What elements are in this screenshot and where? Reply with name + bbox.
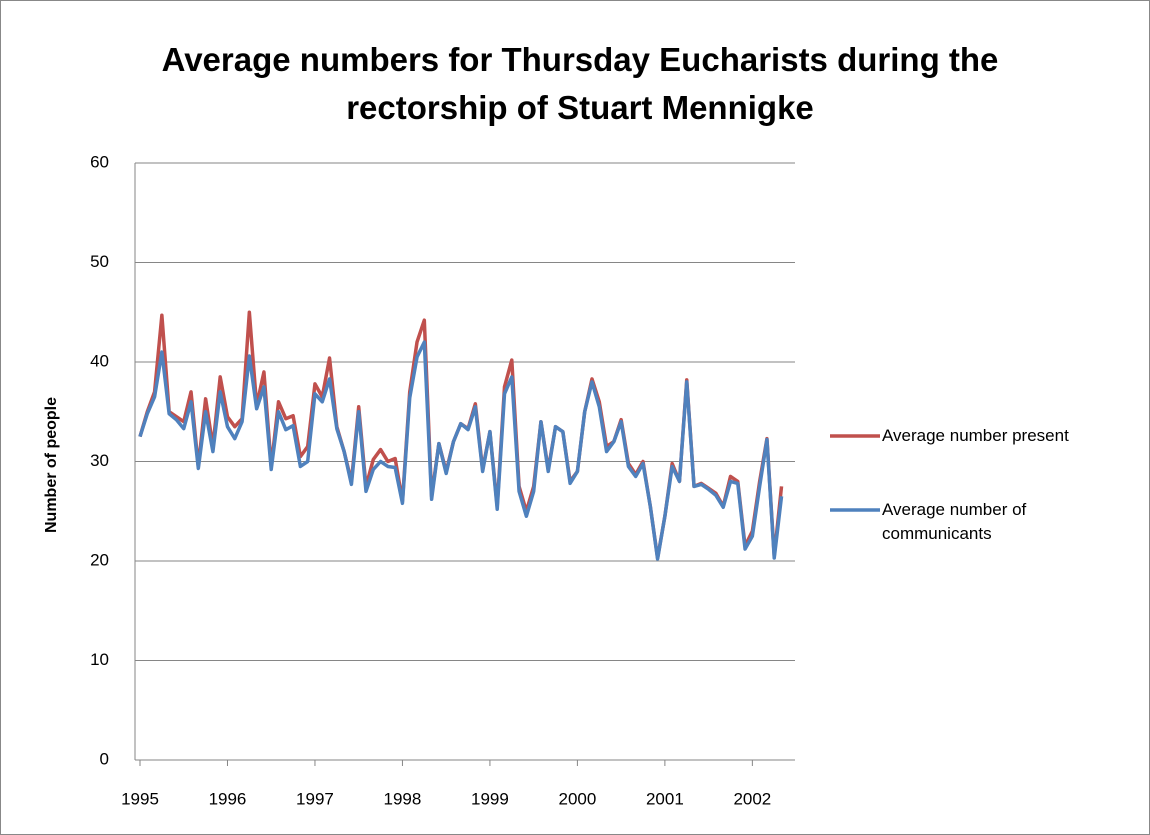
y-tick-label: 40	[90, 351, 109, 370]
x-tick-label: 1998	[384, 789, 422, 808]
x-tick-label: 1995	[121, 789, 159, 808]
y-tick-label: 60	[90, 152, 109, 171]
x-tick-label: 2001	[646, 789, 684, 808]
y-tick-label: 0	[100, 749, 109, 768]
y-tick-label: 50	[90, 252, 109, 271]
legend-entry: Average number present	[882, 426, 1069, 445]
chart-title: Average numbers for Thursday Eucharists …	[161, 41, 999, 126]
x-tick-label: 1996	[209, 789, 247, 808]
x-tick-label: 1997	[296, 789, 334, 808]
y-tick-label: 30	[90, 451, 109, 470]
x-tick-label: 1999	[471, 789, 509, 808]
legend-entry: Average number of communicants	[882, 500, 1027, 543]
y-axis-label: Number of people	[43, 397, 60, 533]
y-tick-label: 20	[90, 550, 109, 569]
x-tick-label: 2002	[733, 789, 771, 808]
y-tick-label: 10	[90, 650, 109, 669]
series-line	[138, 340, 784, 561]
x-tick-label: 2000	[558, 789, 596, 808]
